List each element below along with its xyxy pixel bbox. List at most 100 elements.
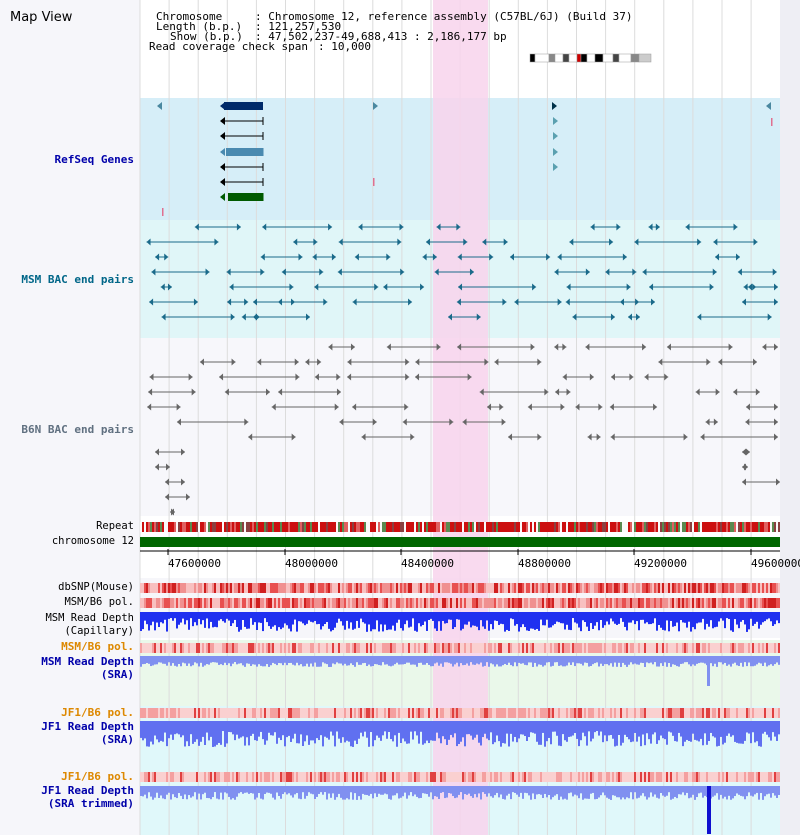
heat-cell (560, 598, 562, 608)
heat-cell (196, 522, 198, 532)
heat-cell (648, 708, 650, 718)
heat-cell (190, 583, 192, 593)
depth-bar (512, 656, 514, 667)
heat-cell (514, 522, 516, 532)
b6n-bac-label[interactable]: B6N BAC end pairs (21, 423, 134, 436)
heat-cell (406, 643, 408, 653)
depth-bar (698, 721, 700, 742)
bac-end (566, 388, 571, 396)
refseq-genes-label[interactable]: RefSeq Genes (54, 153, 134, 166)
heat-cell (340, 643, 342, 653)
bac-end (705, 418, 710, 426)
depth-bar (272, 612, 274, 627)
depth-bar (420, 786, 422, 798)
heat-cell (308, 643, 310, 653)
heat-cell (344, 772, 346, 782)
heat-cell (402, 583, 404, 593)
depth-bar (704, 786, 706, 796)
heat-cell (752, 772, 754, 782)
bac-end (557, 253, 562, 261)
heat-cell (470, 772, 472, 782)
heat-cell (442, 772, 444, 782)
heat-cell (778, 522, 780, 532)
heat-cell (424, 643, 426, 653)
depth-bar (148, 721, 150, 747)
heat-cell (436, 708, 438, 718)
depth-bar (688, 721, 690, 741)
heat-cell (450, 708, 452, 718)
depth-bar (318, 721, 320, 741)
heat-cell (556, 772, 558, 782)
depth-bar (166, 786, 168, 795)
depth-bar (716, 786, 718, 794)
heat-cell (214, 643, 216, 653)
heat-cell (560, 772, 562, 782)
depth-bar (294, 656, 296, 666)
depth-bar (582, 656, 584, 666)
depth-bar (456, 721, 458, 747)
depth-bar (284, 612, 286, 624)
heat-cell (698, 583, 700, 593)
heat-cell (478, 708, 480, 718)
heat-cell (666, 583, 668, 593)
heat-cell (524, 598, 526, 608)
heat-cell (356, 772, 358, 782)
heat-cell (452, 772, 454, 782)
depth-bar (544, 786, 546, 794)
heat-cell (242, 522, 244, 532)
heat-cell (692, 772, 694, 782)
heat-cell (376, 643, 378, 653)
depth-bar (776, 612, 778, 621)
heat-cell (374, 708, 376, 718)
depth-bar (442, 612, 444, 621)
heat-cell (460, 708, 462, 718)
heat-cell (256, 708, 258, 718)
heat-cell (224, 708, 226, 718)
msm-bac-label[interactable]: MSM BAC end pairs (21, 273, 134, 286)
heat-cell (354, 522, 356, 532)
heat-cell (536, 643, 538, 653)
heat-cell (478, 772, 480, 782)
heat-cell (286, 772, 288, 782)
heat-cell (596, 583, 598, 593)
heat-cell (712, 772, 714, 782)
heat-cell (432, 708, 434, 718)
depth-bar (682, 786, 684, 793)
heat-cell (570, 522, 572, 532)
heat-cell (446, 643, 448, 653)
heat-cell (226, 708, 228, 718)
heat-cell (442, 643, 444, 653)
bac-end (186, 493, 190, 501)
heat-cell (506, 598, 508, 608)
depth-bar (198, 612, 200, 619)
heat-cell (504, 708, 506, 718)
depth-bar (752, 656, 754, 667)
heat-cell (714, 598, 716, 608)
heat-cell (678, 583, 680, 593)
depth-bar (588, 612, 590, 631)
heat-cell (332, 522, 334, 532)
heat-cell (348, 522, 350, 532)
bac-end (554, 268, 559, 276)
heat-cell (724, 708, 726, 718)
depth-bar (662, 786, 664, 796)
depth-bar (690, 721, 692, 742)
depth-bar (278, 786, 280, 797)
bac-end (530, 343, 535, 351)
depth-bar (310, 786, 312, 794)
heat-cell (502, 772, 504, 782)
depth-bar (178, 612, 180, 625)
heat-cell (702, 708, 704, 718)
heat-cell (398, 598, 400, 608)
depth-bar (552, 656, 554, 666)
depth-bar (596, 612, 598, 623)
depth-bar (720, 721, 722, 737)
depth-bar (312, 786, 314, 795)
heat-cell (634, 708, 636, 718)
axis-tick-label: 48000000 (285, 557, 338, 570)
heat-cell (174, 708, 176, 718)
depth-bar (682, 656, 684, 664)
heat-cell (220, 708, 222, 718)
heat-cell (216, 583, 218, 593)
